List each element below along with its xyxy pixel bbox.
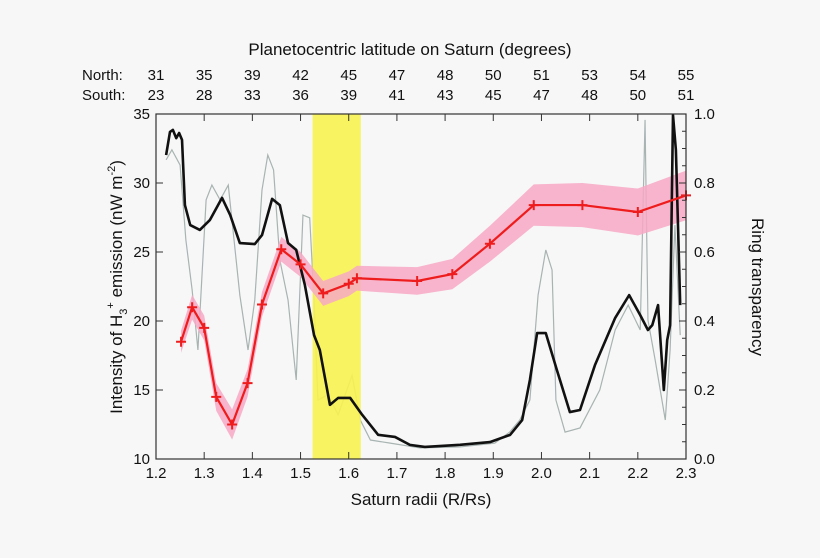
north-latitude-label: 53: [581, 67, 598, 84]
emission-point: [351, 273, 362, 284]
y2-axis-label: Ring transparency: [748, 218, 767, 356]
south-label: South:: [82, 87, 125, 104]
x-tick-label: 1.7: [386, 465, 407, 482]
top-axis-title: Planetocentric latitude on Saturn (degre…: [248, 40, 571, 59]
x-tick-label: 1.4: [242, 465, 263, 482]
emission-point: [257, 299, 267, 310]
south-latitude-label: 43: [437, 87, 454, 104]
south-latitude-label: 48: [581, 87, 598, 104]
y2-tick-label: 0.2: [694, 382, 715, 399]
south-latitude-label: 36: [292, 87, 309, 104]
north-label: North:: [82, 67, 123, 84]
y-tick-label: 30: [133, 175, 150, 192]
emission-point: [484, 238, 495, 249]
emission-point: [227, 419, 238, 430]
north-latitude-label: 54: [629, 67, 646, 84]
south-latitude-label: 47: [533, 87, 550, 104]
x-tick-label: 2.3: [676, 465, 697, 482]
y2-tick-label: 0.8: [694, 175, 715, 192]
emission-point: [528, 200, 539, 211]
south-latitude-label: 45: [485, 87, 502, 104]
y-tick-label: 10: [133, 451, 150, 468]
emission-point: [176, 336, 187, 347]
x-tick-label: 2.1: [579, 465, 600, 482]
north-latitude-label: 50: [485, 67, 502, 84]
emission-point: [632, 206, 643, 217]
south-latitude-label: 39: [340, 87, 357, 104]
south-latitude-label: 50: [629, 87, 646, 104]
north-latitude-label: 39: [244, 67, 261, 84]
emission-point: [242, 378, 253, 389]
north-latitude-label: 47: [389, 67, 406, 84]
x-tick-label: 1.8: [435, 465, 456, 482]
south-latitude-label: 33: [244, 87, 261, 104]
emission-point: [187, 302, 198, 313]
south-latitude-label: 23: [148, 87, 165, 104]
x-tick-label: 2.2: [627, 465, 648, 482]
emission-point: [199, 322, 210, 333]
south-latitude-label: 41: [389, 87, 406, 104]
x-tick-label: 2.0: [531, 465, 552, 482]
emission-point: [577, 200, 588, 211]
south-latitude-label: 28: [196, 87, 213, 104]
y-tick-label: 20: [133, 313, 150, 330]
emission-point: [447, 269, 458, 280]
y-tick-label: 35: [133, 106, 150, 123]
x-axis-label: Saturn radii (R/Rs): [351, 490, 492, 509]
y2-tick-label: 1.0: [694, 106, 715, 123]
emission-point: [412, 275, 423, 286]
north-latitude-label: 48: [437, 67, 454, 84]
x-tick-label: 1.5: [290, 465, 311, 482]
north-latitude-label: 55: [678, 67, 695, 84]
y-axis-label: Intensity of H3+ emission (nW m-2): [105, 160, 130, 414]
emission-point: [211, 391, 222, 402]
emission-point: [318, 288, 329, 299]
x-tick-label: 1.6: [338, 465, 359, 482]
x-tick-label: 1.3: [194, 465, 215, 482]
emission-error-band: [181, 170, 686, 440]
north-latitude-label: 42: [292, 67, 309, 84]
x-tick-label: 1.9: [483, 465, 504, 482]
y2-tick-label: 0.0: [694, 451, 715, 468]
north-latitude-label: 31: [148, 67, 165, 84]
y2-tick-label: 0.6: [694, 244, 715, 261]
emission-point: [295, 259, 306, 270]
north-latitude-label: 35: [196, 67, 213, 84]
transparency-smooth-line: [164, 113, 682, 449]
north-latitude-label: 51: [533, 67, 550, 84]
emission-point: [343, 278, 354, 289]
y-tick-label: 25: [133, 244, 150, 261]
x-tick-label: 1.2: [146, 465, 167, 482]
y-tick-label: 15: [133, 382, 150, 399]
north-latitude-label: 45: [340, 67, 357, 84]
y2-tick-label: 0.4: [694, 313, 715, 330]
south-latitude-label: 51: [678, 87, 695, 104]
emission-point: [276, 244, 287, 255]
